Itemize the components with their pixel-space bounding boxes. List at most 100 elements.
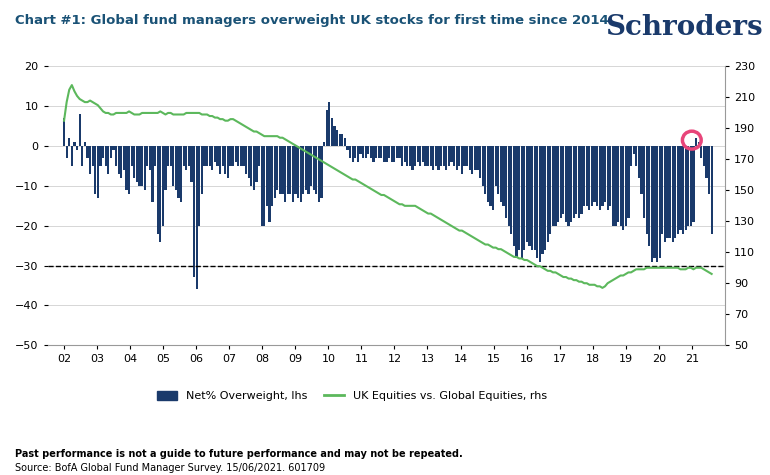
Bar <box>630 146 632 166</box>
Bar <box>193 146 195 277</box>
Bar <box>624 146 627 226</box>
Bar <box>336 130 338 146</box>
Bar <box>427 146 429 166</box>
Bar <box>154 146 156 166</box>
Bar <box>120 146 122 178</box>
Bar <box>601 146 604 206</box>
Bar <box>73 142 75 146</box>
Bar <box>393 146 396 162</box>
Bar <box>511 146 513 234</box>
Bar <box>461 146 463 174</box>
Bar <box>243 146 245 166</box>
Bar <box>344 138 346 146</box>
Bar <box>310 146 312 186</box>
Bar <box>333 126 336 146</box>
Bar <box>224 146 226 174</box>
Bar <box>286 146 289 194</box>
Bar <box>139 146 141 186</box>
Bar <box>466 146 468 166</box>
Bar <box>292 146 294 202</box>
Bar <box>578 146 580 218</box>
Bar <box>373 146 375 162</box>
Bar <box>609 146 611 206</box>
Bar <box>122 146 125 170</box>
Bar <box>239 146 242 166</box>
Bar <box>164 146 166 190</box>
Bar <box>622 146 624 230</box>
Bar <box>260 146 263 226</box>
Bar <box>128 146 130 194</box>
Bar <box>386 146 387 162</box>
Bar <box>97 146 99 198</box>
Bar <box>248 146 249 178</box>
Bar <box>86 146 89 158</box>
Bar <box>229 146 232 166</box>
Bar <box>583 146 585 206</box>
Bar <box>557 146 559 222</box>
Bar <box>492 146 494 210</box>
Bar <box>560 146 562 218</box>
Bar <box>214 146 216 162</box>
Bar <box>297 146 300 198</box>
Bar <box>487 146 489 202</box>
Bar <box>682 146 684 234</box>
Bar <box>256 146 258 182</box>
Bar <box>620 146 621 226</box>
Bar <box>318 146 320 202</box>
Bar <box>554 146 557 226</box>
Bar <box>401 146 403 166</box>
Bar <box>685 146 687 230</box>
Bar <box>71 146 73 166</box>
Bar <box>611 146 614 226</box>
Bar <box>126 146 128 190</box>
Bar <box>596 146 598 206</box>
Bar <box>112 146 115 150</box>
Bar <box>307 146 310 194</box>
Bar <box>315 146 317 194</box>
Bar <box>539 146 541 262</box>
Bar <box>131 146 132 166</box>
Bar <box>513 146 515 246</box>
Bar <box>617 146 619 222</box>
Bar <box>294 146 296 194</box>
Bar <box>474 146 476 170</box>
Bar <box>143 146 146 190</box>
Bar <box>677 146 679 234</box>
Bar <box>390 146 393 162</box>
Bar <box>69 138 70 146</box>
Bar <box>430 146 432 166</box>
Bar <box>458 146 460 166</box>
Bar <box>300 146 302 202</box>
Bar <box>437 146 440 170</box>
Bar <box>250 146 253 186</box>
Bar <box>81 146 83 166</box>
Bar <box>266 146 268 206</box>
Bar <box>641 146 642 194</box>
Legend: Net% Overweight, lhs, UK Equities vs. Global Equities, rhs: Net% Overweight, lhs, UK Equities vs. Gl… <box>153 387 552 406</box>
Bar <box>323 142 325 146</box>
Bar <box>599 146 601 210</box>
Bar <box>450 146 453 162</box>
Bar <box>245 146 247 174</box>
Bar <box>440 146 442 166</box>
Bar <box>435 146 437 166</box>
Bar <box>469 146 471 170</box>
Bar <box>490 146 492 206</box>
Bar <box>464 146 466 166</box>
Bar <box>271 146 273 206</box>
Bar <box>700 146 702 158</box>
Bar <box>172 146 174 186</box>
Bar <box>211 146 213 170</box>
Bar <box>235 146 237 162</box>
Bar <box>263 146 266 226</box>
Bar <box>375 146 377 158</box>
Bar <box>237 146 239 166</box>
Bar <box>313 146 315 190</box>
Bar <box>414 146 417 166</box>
Bar <box>216 146 219 166</box>
Bar <box>367 146 370 154</box>
Bar <box>453 146 455 166</box>
Bar <box>219 146 221 174</box>
Bar <box>349 146 351 158</box>
Bar <box>648 146 651 246</box>
